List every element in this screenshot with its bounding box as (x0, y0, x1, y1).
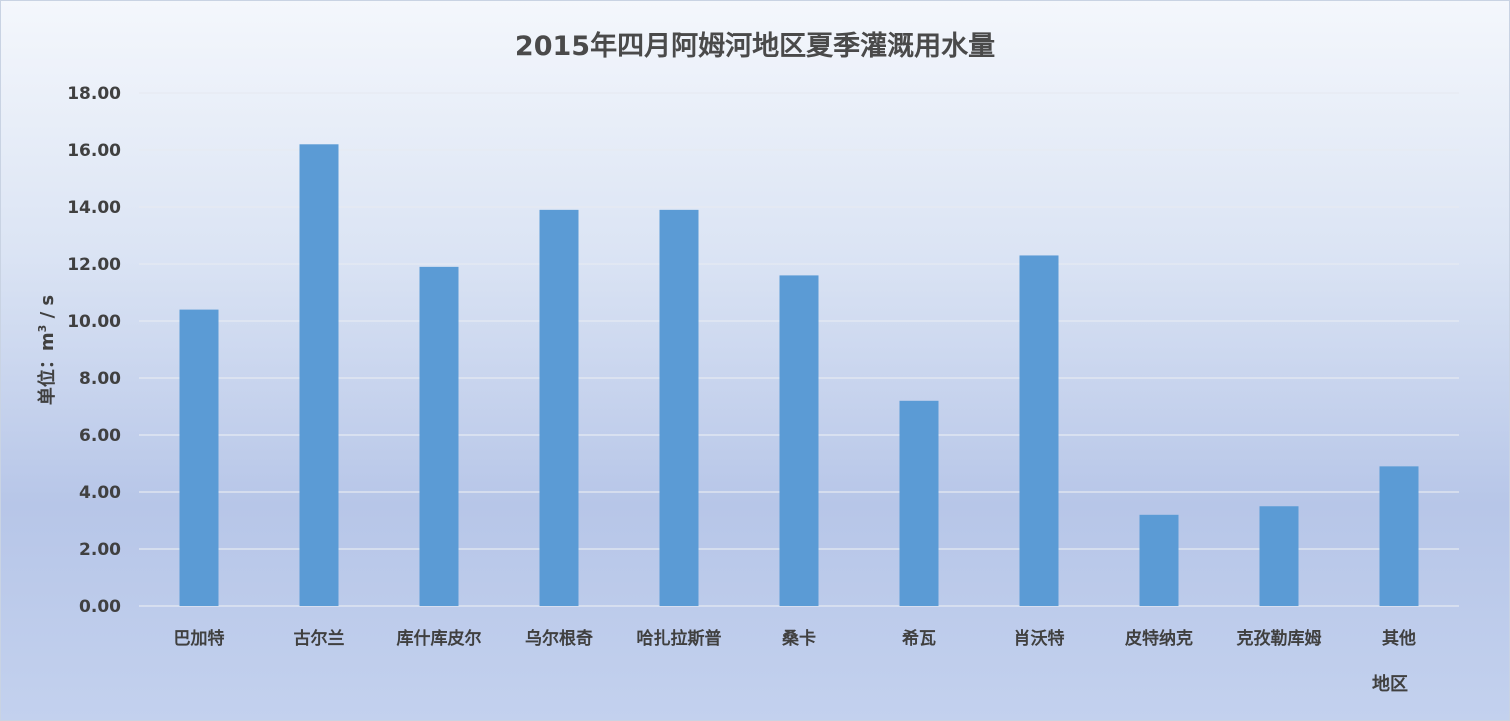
bar-10 (1379, 466, 1419, 606)
bar-3 (539, 209, 579, 606)
x-tick-label: 古尔兰 (294, 628, 345, 649)
x-tick-label: 皮特纳克 (1125, 628, 1193, 649)
bar-9 (1259, 506, 1299, 606)
x-tick-label: 乌尔根奇 (525, 628, 593, 649)
x-tick-label: 库什库皮尔 (397, 628, 482, 649)
bar-4 (659, 209, 699, 606)
bar-6 (899, 400, 939, 606)
y-tick-label: 14.00 (67, 198, 121, 218)
y-axis-title-superscript: 3 (36, 325, 49, 333)
y-axis-ticks: 0.00 2.00 4.00 6.00 8.00 10.00 12.00 14.00 16.00… (67, 84, 121, 617)
x-axis-title: 地区 (1372, 673, 1408, 695)
bar-2 (419, 266, 459, 606)
x-tick-label: 其他 (1382, 628, 1416, 649)
x-tick-label: 哈扎拉斯普 (637, 628, 722, 649)
x-axis-ticks: 巴加特 古尔兰 库什库皮尔 乌尔根奇 哈扎拉斯普 桑卡 希瓦 肖沃特 皮特纳克 克孜勒库姆 其他 (174, 628, 1417, 649)
bar-5 (779, 275, 819, 606)
bar-1 (299, 144, 339, 607)
y-tick-label: 4.00 (79, 483, 121, 503)
x-tick-label: 希瓦 (902, 628, 936, 649)
x-tick-label: 克孜勒库姆 (1237, 628, 1322, 649)
y-tick-label: 18.00 (67, 84, 121, 104)
y-tick-label: 8.00 (79, 369, 121, 389)
y-tick-label: 0.00 (79, 597, 121, 617)
bar-0 (179, 309, 219, 606)
y-axis-title-suffix: / s (37, 295, 58, 325)
x-tick-label: 肖沃特 (1014, 628, 1065, 649)
y-axis-title-prefix: 单位：m (36, 332, 58, 405)
y-axis-title: 单位：m3 / s (36, 295, 58, 405)
y-tick-label: 2.00 (79, 540, 121, 560)
bar-8 (1139, 514, 1179, 606)
bars (179, 144, 1419, 607)
y-tick-label: 16.00 (67, 141, 121, 161)
bar-7 (1019, 255, 1059, 606)
y-tick-label: 6.00 (79, 426, 121, 446)
y-tick-label: 12.00 (67, 255, 121, 275)
x-tick-label: 巴加特 (174, 628, 225, 649)
y-tick-label: 10.00 (67, 312, 121, 332)
x-tick-label: 桑卡 (782, 628, 816, 649)
chart-title: 2015年四月阿姆河地区夏季灌溉用水量 (515, 30, 995, 62)
